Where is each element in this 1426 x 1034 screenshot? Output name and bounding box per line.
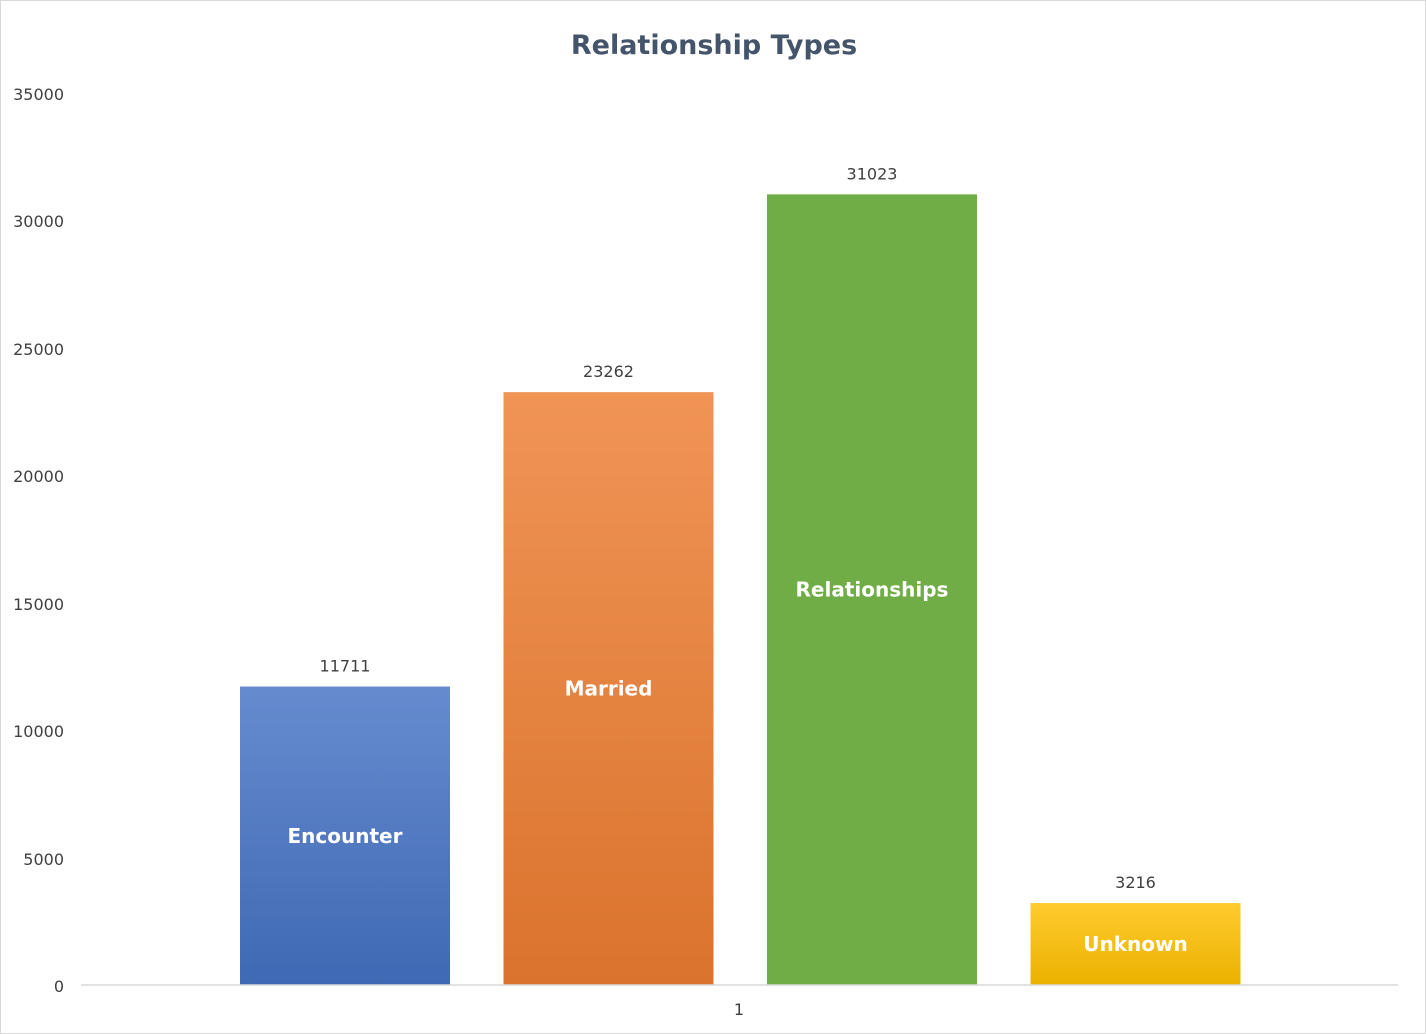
x-tick-label: 1 bbox=[734, 1000, 744, 1019]
bars-group: 11711 Encounter 23262 Married 31023 Relations… bbox=[240, 164, 1241, 985]
series-label-relationships: Relationships bbox=[796, 578, 949, 602]
series-label-encounter: Encounter bbox=[288, 824, 403, 848]
y-tick-label: 25000 bbox=[13, 340, 64, 359]
data-label-married: 23262 bbox=[583, 362, 634, 381]
bar-relationships bbox=[767, 194, 977, 985]
bar-unknown bbox=[1030, 903, 1241, 985]
bar-encounter bbox=[240, 686, 450, 985]
y-tick-label: 35000 bbox=[13, 85, 64, 104]
bar-married bbox=[503, 392, 714, 985]
y-tick-label: 20000 bbox=[13, 467, 64, 486]
y-tick-label: 30000 bbox=[13, 212, 64, 231]
series-label-unknown: Unknown bbox=[1083, 932, 1187, 956]
y-tick-label: 15000 bbox=[13, 595, 64, 614]
y-tick-label: 10000 bbox=[13, 722, 64, 741]
data-label-relationships: 31023 bbox=[847, 164, 898, 183]
y-axis: 0 5000 10000 15000 20000 25000 30000 350… bbox=[13, 85, 64, 996]
y-tick-label: 5000 bbox=[23, 850, 64, 869]
chart-title: Relationship Types bbox=[571, 30, 857, 61]
data-label-unknown: 3216 bbox=[1115, 873, 1156, 892]
data-label-encounter: 11711 bbox=[320, 657, 371, 676]
y-tick-label: 0 bbox=[54, 977, 64, 996]
series-label-married: Married bbox=[565, 677, 653, 701]
